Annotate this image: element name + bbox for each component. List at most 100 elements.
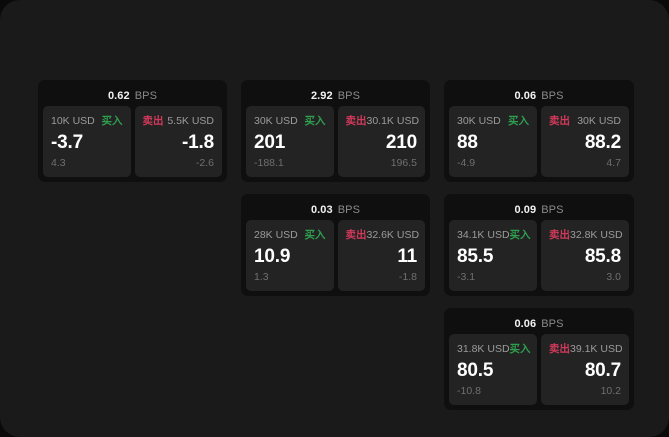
sell-header-row: 卖出 32.8K USD <box>549 227 623 241</box>
bps-unit-label: BPS <box>541 89 564 102</box>
buy-price-row: 80.5 <box>457 357 529 383</box>
sell-price-row: 210 <box>346 129 417 155</box>
sell-panel[interactable]: 卖出 39.1K USD 80.7 10.2 <box>541 334 629 405</box>
buy-delta-row: 1.3 <box>254 269 326 285</box>
bps-unit-label: BPS <box>541 317 564 330</box>
sell-size-label: 5.5K USD <box>167 115 214 127</box>
buy-delta-row: -10.8 <box>457 383 529 399</box>
sell-delta: 196.5 <box>390 157 417 169</box>
buy-price-row: 10.9 <box>254 243 326 269</box>
card-body: 31.8K USD 买入 80.5 -10.8 卖出 39.1K USD 80.7 10.2 <box>449 334 629 405</box>
buy-price: 88 <box>457 131 478 153</box>
buy-size-label: 30K USD <box>457 115 501 127</box>
quote-card[interactable]: 0.06 BPS 31.8K USD 买入 80.5 -10.8 卖出 39.1K USD 80… <box>444 308 634 410</box>
buy-price: 201 <box>254 131 286 153</box>
sell-delta-row: 196.5 <box>346 155 417 171</box>
sell-size-label: 39.1K USD <box>570 343 623 355</box>
sell-panel[interactable]: 卖出 30K USD 88.2 4.7 <box>541 106 629 177</box>
sell-price-row: 88.2 <box>549 129 621 155</box>
buy-price: 85.5 <box>457 245 494 267</box>
sell-size-label: 32.6K USD <box>366 229 420 241</box>
buy-delta-row: -188.1 <box>254 155 326 171</box>
sell-price: -1.8 <box>182 131 214 153</box>
card-bps-header: 0.03 BPS <box>246 199 425 220</box>
buy-size-label: 28K USD <box>254 229 298 241</box>
buy-panel[interactable]: 34.1K USD 买入 85.5 -3.1 <box>449 220 537 291</box>
sell-delta: 4.7 <box>606 157 621 169</box>
sell-delta: 10.2 <box>600 385 621 397</box>
quote-card[interactable]: 2.92 BPS 30K USD 买入 201 -188.1 卖出 30.1K USD 210 1… <box>241 80 430 182</box>
buy-header-row: 30K USD 买入 <box>254 113 326 127</box>
sell-delta-row: 4.7 <box>549 155 621 171</box>
sell-delta-row: -1.8 <box>346 269 417 285</box>
buy-panel[interactable]: 30K USD 买入 201 -188.1 <box>246 106 334 177</box>
buy-header-row: 31.8K USD 买入 <box>457 341 531 355</box>
quote-column: 0.06 BPS 30K USD 买入 88 -4.9 卖出 30K USD 88.2 4.7 0.… <box>444 80 634 410</box>
buy-header-row: 30K USD 买入 <box>457 113 529 127</box>
quote-column: 0.62 BPS 10K USD 买入 -3.7 4.3 卖出 5.5K USD -1.8 -2.… <box>38 80 227 182</box>
buy-panel[interactable]: 31.8K USD 买入 80.5 -10.8 <box>449 334 537 405</box>
bps-unit-label: BPS <box>337 203 361 216</box>
sell-action-label[interactable]: 卖出 <box>549 229 570 241</box>
sell-size-label: 32.8K USD <box>570 229 623 241</box>
quote-card[interactable]: 0.09 BPS 34.1K USD 买入 85.5 -3.1 卖出 32.8K USD 85.… <box>444 194 634 296</box>
sell-panel[interactable]: 卖出 30.1K USD 210 196.5 <box>337 106 425 177</box>
buy-delta: 1.3 <box>254 271 269 283</box>
sell-action-label[interactable]: 卖出 <box>142 115 164 127</box>
buy-panel[interactable]: 10K USD 买入 -3.7 4.3 <box>43 106 131 177</box>
buy-delta: -3.1 <box>457 271 476 283</box>
bps-value: 0.06 <box>514 89 537 102</box>
buy-delta-row: 4.3 <box>51 155 123 171</box>
buy-size-label: 31.8K USD <box>457 343 510 355</box>
buy-action-label[interactable]: 买入 <box>101 115 123 127</box>
quote-card[interactable]: 0.06 BPS 30K USD 买入 88 -4.9 卖出 30K USD 88.2 4.7 <box>444 80 634 182</box>
buy-panel[interactable]: 28K USD 买入 10.9 1.3 <box>246 220 334 291</box>
buy-delta-row: -4.9 <box>457 155 529 171</box>
sell-header-row: 卖出 30K USD <box>549 113 621 127</box>
bps-unit-label: BPS <box>134 89 158 102</box>
quote-column: 2.92 BPS 30K USD 买入 201 -188.1 卖出 30.1K USD 210 1… <box>241 80 430 296</box>
bps-value: 2.92 <box>310 89 333 102</box>
sell-panel[interactable]: 卖出 32.6K USD 11 -1.8 <box>337 220 425 291</box>
card-bps-header: 0.09 BPS <box>449 199 629 220</box>
buy-delta: -188.1 <box>254 157 284 169</box>
buy-action-label[interactable]: 买入 <box>509 343 531 355</box>
buy-price-row: 85.5 <box>457 243 529 269</box>
sell-price: 210 <box>385 131 417 153</box>
bps-value: 0.03 <box>310 203 333 216</box>
quote-card[interactable]: 0.62 BPS 10K USD 买入 -3.7 4.3 卖出 5.5K USD -1.8 -2.… <box>38 80 227 182</box>
quote-board: 0.62 BPS 10K USD 买入 -3.7 4.3 卖出 5.5K USD -1.8 -2.… <box>38 80 634 410</box>
card-body: 10K USD 买入 -3.7 4.3 卖出 5.5K USD -1.8 -2.6 <box>43 106 222 177</box>
sell-size-label: 30.1K USD <box>366 115 420 127</box>
sell-panel[interactable]: 卖出 32.8K USD 85.8 3.0 <box>541 220 629 291</box>
buy-action-label[interactable]: 买入 <box>304 229 326 241</box>
buy-action-label[interactable]: 买入 <box>304 115 326 127</box>
sell-action-label[interactable]: 卖出 <box>549 343 570 355</box>
buy-price: 10.9 <box>254 245 291 267</box>
sell-action-label[interactable]: 卖出 <box>345 115 367 127</box>
card-bps-header: 0.06 BPS <box>449 313 629 334</box>
sell-action-label[interactable]: 卖出 <box>345 229 367 241</box>
sell-delta-row: -2.6 <box>143 155 214 171</box>
sell-price-row: 11 <box>346 243 417 269</box>
sell-panel[interactable]: 卖出 5.5K USD -1.8 -2.6 <box>134 106 222 177</box>
card-body: 30K USD 买入 88 -4.9 卖出 30K USD 88.2 4.7 <box>449 106 629 177</box>
card-bps-header: 0.62 BPS <box>43 85 222 106</box>
sell-header-row: 卖出 32.6K USD <box>345 227 420 241</box>
sell-delta: 3.0 <box>606 271 621 283</box>
sell-price-row: 85.8 <box>549 243 621 269</box>
quote-card[interactable]: 0.03 BPS 28K USD 买入 10.9 1.3 卖出 32.6K USD 11 -1.8 <box>241 194 430 296</box>
buy-delta: 4.3 <box>51 157 66 169</box>
buy-panel[interactable]: 30K USD 买入 88 -4.9 <box>449 106 537 177</box>
buy-delta: -10.8 <box>457 385 481 397</box>
buy-header-row: 28K USD 买入 <box>254 227 326 241</box>
sell-header-row: 卖出 30.1K USD <box>345 113 420 127</box>
bps-unit-label: BPS <box>337 89 361 102</box>
buy-action-label[interactable]: 买入 <box>508 115 529 127</box>
buy-size-label: 10K USD <box>51 115 95 127</box>
sell-delta-row: 3.0 <box>549 269 621 285</box>
buy-action-label[interactable]: 买入 <box>509 229 531 241</box>
sell-action-label[interactable]: 卖出 <box>549 115 570 127</box>
card-bps-header: 0.06 BPS <box>449 85 629 106</box>
buy-size-label: 34.1K USD <box>457 229 510 241</box>
